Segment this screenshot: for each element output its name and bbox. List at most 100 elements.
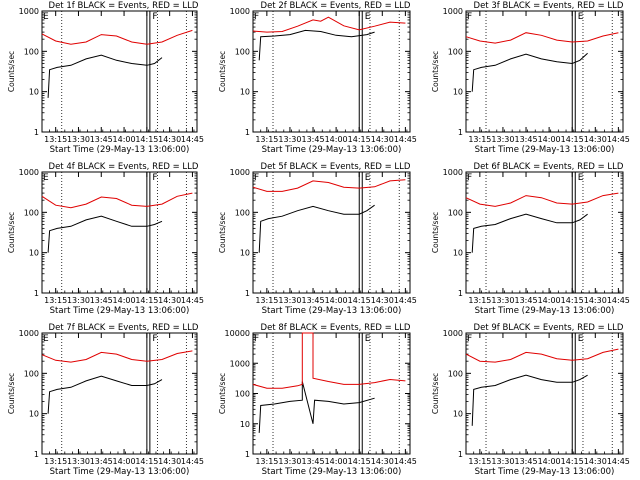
x-tick-label: 14:30 (584, 457, 607, 466)
y-tick-label: 1000 (19, 7, 39, 16)
plot-frame (465, 171, 624, 294)
y-tick-label: 10 (453, 88, 463, 97)
x-tick-label: 13:30 (278, 296, 301, 305)
y-tick-label: 1 (245, 289, 250, 298)
plot-frame (252, 10, 411, 133)
y-tick-label: 1 (34, 289, 39, 298)
x-tick-label: 13:45 (90, 135, 113, 144)
y-tick-label: 1000 (230, 7, 250, 16)
marker-label: F (152, 334, 157, 344)
x-tick-label: 13:45 (90, 457, 113, 466)
x-tick-label: 13:45 (90, 296, 113, 305)
y-tick-label: 10 (453, 410, 463, 419)
y-axis-label: Counts/sec (218, 51, 227, 92)
y-axis-label: Counts/sec (7, 51, 16, 92)
lld-series-line (41, 350, 193, 363)
x-tick-label: 14:15 (348, 457, 371, 466)
y-axis-label: Counts/sec (431, 373, 440, 414)
x-tick-label: 13:15 (255, 457, 278, 466)
y-tick-label: 100 (24, 47, 39, 56)
lld-series-line (465, 32, 619, 44)
lld-series-line (41, 192, 193, 209)
x-tick-label: 13:15 (44, 457, 67, 466)
lld-series-line (41, 29, 193, 45)
y-tick-label: 100 (235, 47, 250, 56)
y-axis-label: Counts/sec (218, 373, 227, 414)
x-tick-label: 14:00 (113, 457, 136, 466)
panel-title: Det 6f BLACK = Events, RED = LLD (474, 162, 624, 172)
events-series-line (258, 381, 375, 433)
x-tick-label: 14:45 (607, 457, 630, 466)
x-tick-label: 13:30 (491, 457, 514, 466)
marker-label: F (467, 173, 472, 183)
x-tick-label: 14:15 (561, 457, 584, 466)
x-tick-label: 14:15 (561, 135, 584, 144)
y-tick-label: 1 (458, 289, 463, 298)
y-tick-label: 10 (453, 249, 463, 258)
panel-det-2f: Det 2f BLACK = Events, RED = LLD 1 10 100 10… (218, 1, 417, 155)
marker-label: E (43, 334, 49, 344)
x-axis-label: Start Time (29-May-13 13:06:00) (50, 145, 190, 155)
x-axis-label: Start Time (29-May-13 13:06:00) (475, 145, 615, 155)
x-tick-label: 14:45 (394, 457, 417, 466)
panel-title: Det 4f BLACK = Events, RED = LLD (49, 162, 199, 172)
plot-frame (252, 332, 411, 455)
marker-label: E (365, 334, 371, 344)
x-tick-label: 14:45 (181, 457, 204, 466)
marker-label: F (254, 334, 259, 344)
panel-det-9f: Det 9f BLACK = Events, RED = LLD 1 10 100 10… (431, 323, 630, 477)
x-tick-label: 14:30 (158, 457, 181, 466)
x-tick-label: 14:00 (325, 457, 348, 466)
lld-series-line (252, 16, 406, 33)
y-axis-label: Counts/sec (431, 51, 440, 92)
x-tick-label: 13:30 (278, 135, 301, 144)
x-tick-label: 14:30 (584, 296, 607, 305)
y-tick-label: 100 (24, 369, 39, 378)
x-tick-label: 13:45 (301, 457, 324, 466)
x-tick-label: 14:15 (135, 296, 158, 305)
x-tick-label: 14:30 (371, 135, 394, 144)
panel-det-7f: Det 7f BLACK = Events, RED = LLD 1 10 100 10… (7, 323, 204, 477)
x-tick-label: 14:45 (181, 296, 204, 305)
events-series-line (471, 374, 588, 426)
events-series-line (47, 375, 163, 414)
marker-label: E (578, 334, 584, 344)
y-tick-label: 1 (34, 128, 39, 137)
plot-frame (252, 171, 411, 294)
marker-label: E (365, 173, 371, 183)
x-tick-label: 13:15 (468, 457, 491, 466)
x-tick-label: 14:15 (135, 135, 158, 144)
x-tick-label: 14:30 (371, 296, 394, 305)
panel-title: Det 7f BLACK = Events, RED = LLD (49, 323, 199, 333)
lld-series-line (252, 332, 406, 389)
lld-series-line (252, 179, 406, 192)
plot-frame (41, 171, 198, 294)
y-tick-label: 1000 (443, 168, 463, 177)
x-tick-label: 14:00 (325, 296, 348, 305)
x-tick-label: 14:45 (607, 296, 630, 305)
x-tick-label: 14:00 (113, 135, 136, 144)
x-tick-label: 14:15 (135, 457, 158, 466)
marker-label: F (254, 12, 259, 22)
x-tick-label: 14:30 (158, 296, 181, 305)
plot-frame (465, 332, 624, 455)
y-axis-label: Counts/sec (7, 373, 16, 414)
x-tick-label: 14:00 (325, 135, 348, 144)
panel-det-1f: Det 1f BLACK = Events, RED = LLD 1 10 100 10… (7, 1, 204, 155)
x-tick-label: 13:30 (67, 457, 90, 466)
y-tick-label: 1000 (230, 359, 250, 368)
events-series-line (47, 215, 163, 253)
panel-det-5f: Det 5f BLACK = Events, RED = LLD 1 10 100 10… (218, 162, 417, 316)
panel-det-6f: Det 6f BLACK = Events, RED = LLD 1 10 100 10… (431, 162, 630, 316)
y-tick-label: 100 (448, 369, 463, 378)
x-tick-label: 13:30 (491, 296, 514, 305)
panel-det-3f: Det 3f BLACK = Events, RED = LLD 1 10 100 10… (431, 1, 630, 155)
y-tick-label: 1000 (443, 329, 463, 338)
x-tick-label: 13:15 (468, 296, 491, 305)
x-tick-label: 13:45 (301, 135, 324, 144)
events-series-line (471, 52, 588, 92)
marker-label: E (578, 12, 584, 22)
x-tick-label: 14:15 (348, 135, 371, 144)
events-series-line (258, 29, 375, 61)
x-tick-label: 13:45 (301, 296, 324, 305)
